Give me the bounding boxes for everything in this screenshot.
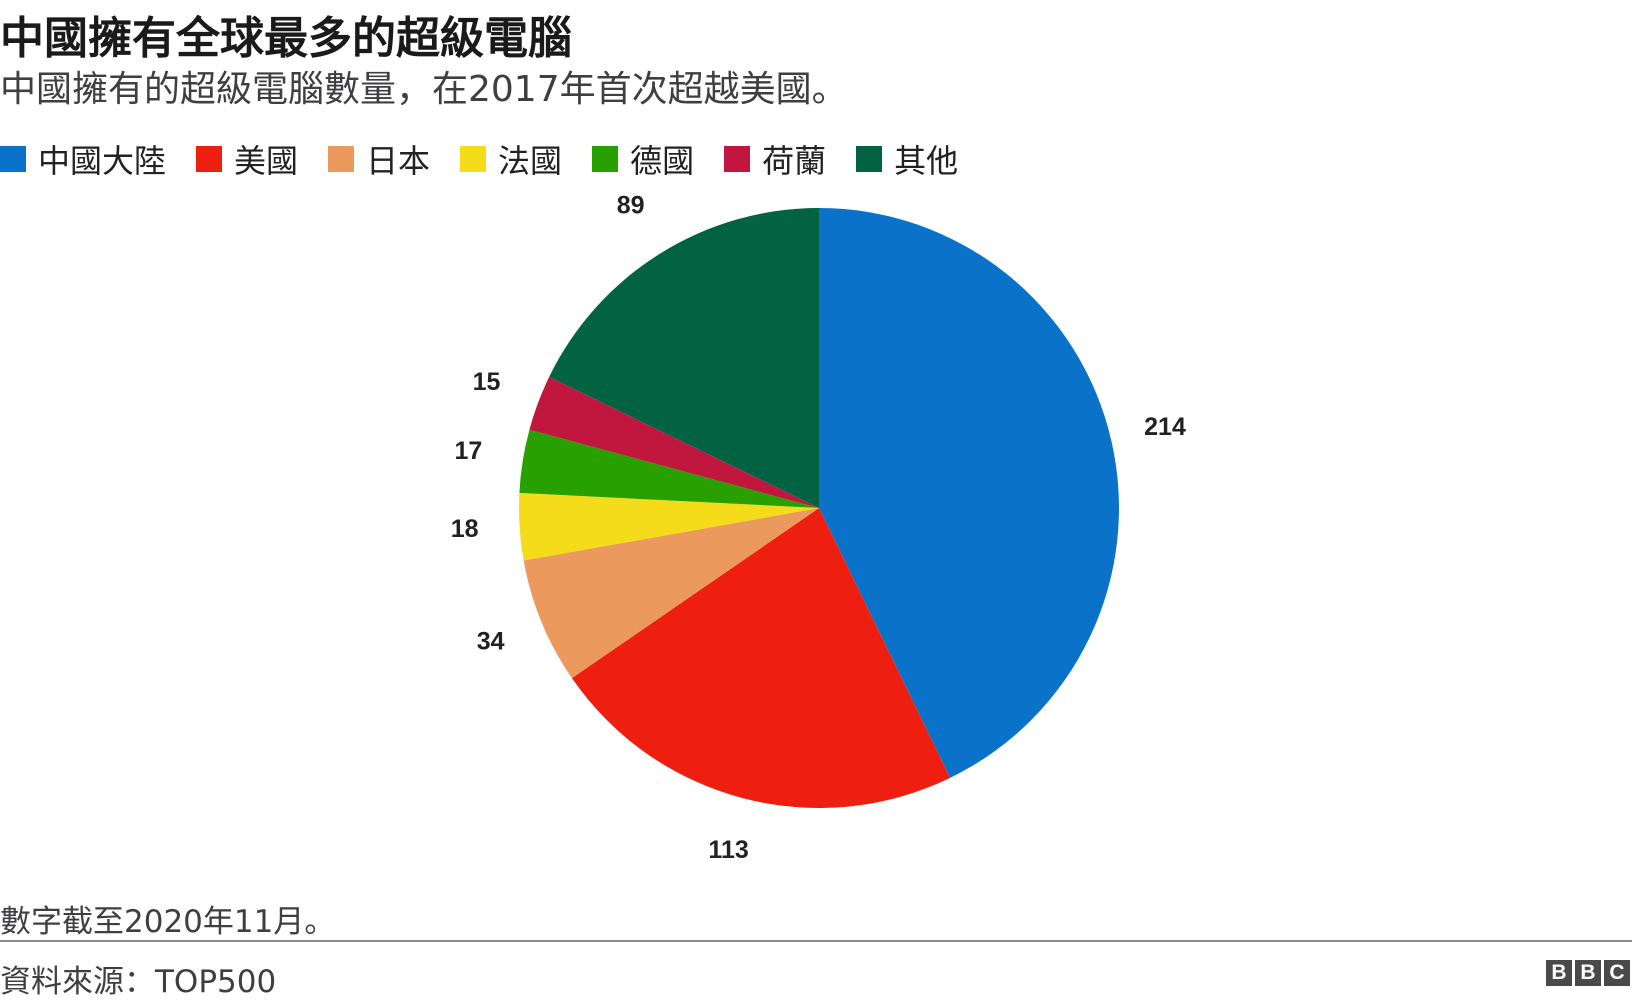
bbc-logo-letter-1: B — [1546, 960, 1572, 986]
source-credit: 資料來源：TOP500 — [0, 964, 277, 1000]
pie-slice-china — [819, 208, 1119, 778]
pie-slice-netherlands — [529, 376, 819, 508]
pie-slice-germany — [519, 429, 819, 508]
legend-swatch-netherlands — [724, 146, 751, 172]
legend-item-japan: 日本 — [328, 136, 430, 182]
legend-label-other: 其他 — [894, 142, 959, 180]
legend-swatch-china — [0, 146, 26, 172]
data-label-china: 214 — [1144, 413, 1186, 441]
pie-slice-other — [549, 208, 819, 508]
chart-subtitle: 中國擁有的超級電腦數量，在2017年首次超越美國。 — [0, 69, 848, 110]
data-label-germany: 17 — [454, 437, 482, 465]
pie-slice-japan — [523, 508, 819, 679]
data-label-netherlands: 15 — [473, 368, 501, 396]
legend-swatch-france — [460, 146, 487, 172]
legend-label-usa: 美國 — [234, 142, 299, 180]
legend-item-other: 其他 — [856, 136, 958, 182]
data-label-japan: 34 — [477, 627, 505, 655]
data-label-other: 89 — [617, 192, 645, 220]
legend-swatch-usa — [196, 146, 223, 172]
legend-item-netherlands: 荷蘭 — [724, 136, 826, 182]
pie-slice-usa — [571, 508, 951, 808]
chart-note: 數字截至2020年11月。 — [0, 904, 336, 940]
bbc-logo: B B C — [1543, 960, 1630, 986]
legend-swatch-germany — [592, 146, 619, 172]
legend-item-china: 中國大陸 — [0, 136, 166, 182]
legend-item-usa: 美國 — [196, 136, 298, 182]
pie-chart: 214 113 34 18 17 15 89 — [451, 192, 1186, 864]
bbc-logo-letter-3: C — [1604, 960, 1630, 986]
data-label-usa: 113 — [708, 836, 748, 864]
legend-item-germany: 德國 — [592, 136, 694, 182]
legend-label-france: 法國 — [498, 142, 563, 180]
legend-swatch-other — [856, 146, 883, 172]
footer-divider — [0, 940, 1632, 942]
legend: 中國大陸 美國 日本 法國 德國 荷蘭 其他 — [0, 136, 988, 182]
legend-item-france: 法國 — [460, 136, 562, 182]
pie-slice-france — [519, 492, 819, 561]
legend-label-netherlands: 荷蘭 — [762, 142, 827, 180]
bbc-logo-letter-2: B — [1575, 960, 1601, 986]
legend-label-germany: 德國 — [630, 142, 695, 180]
data-label-france: 18 — [451, 515, 479, 543]
legend-swatch-japan — [328, 146, 355, 172]
pie-data-labels: 214 113 34 18 17 15 89 — [451, 192, 1186, 864]
chart-title: 中國擁有全球最多的超級電腦 — [0, 13, 572, 64]
legend-label-japan: 日本 — [366, 142, 431, 180]
legend-label-china: 中國大陸 — [38, 142, 167, 180]
pie-slices — [519, 208, 1119, 808]
